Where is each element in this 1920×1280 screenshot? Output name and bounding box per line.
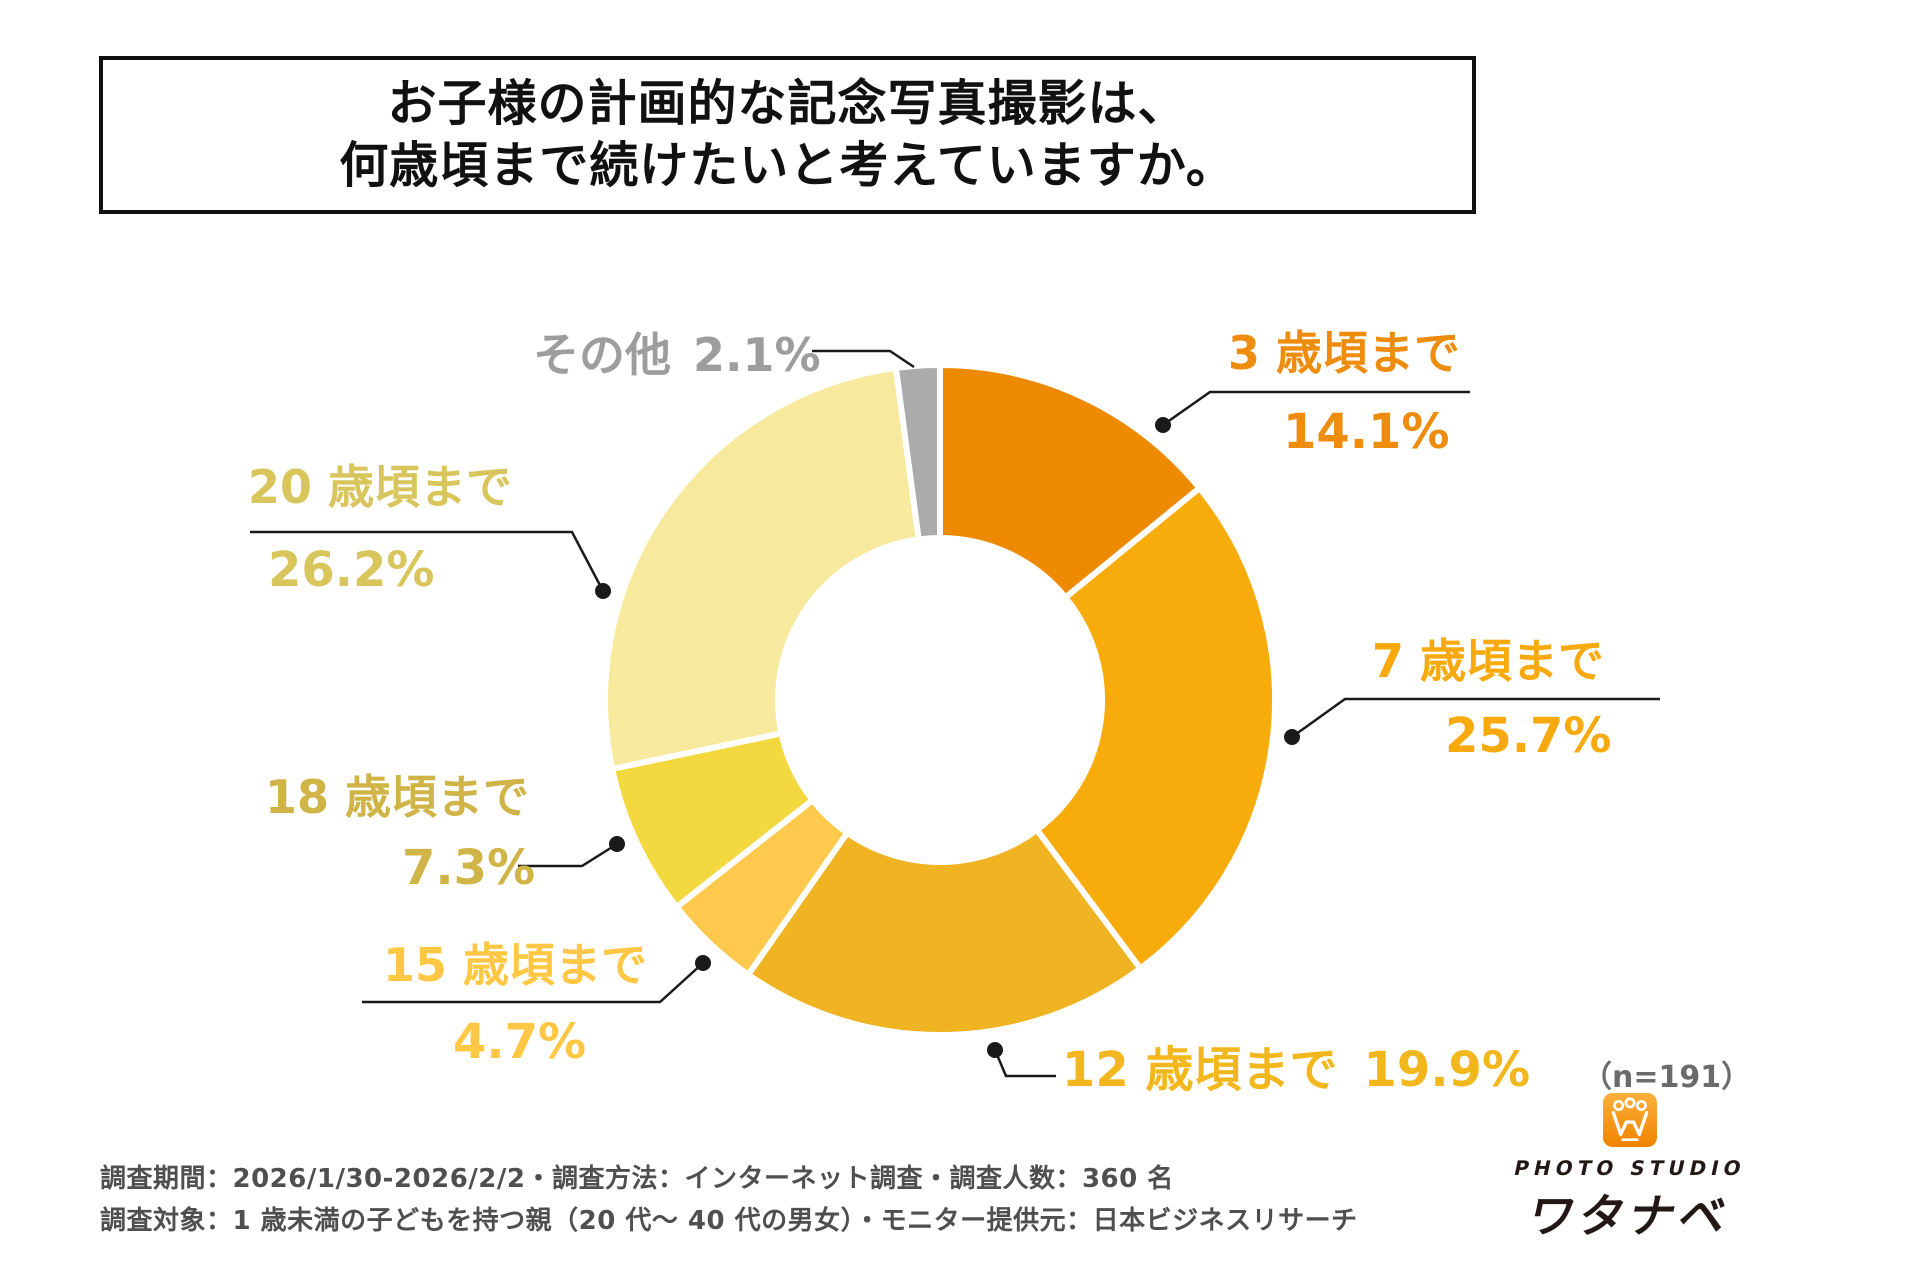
logo-studio-text: PHOTO STUDIO [1511,1156,1749,1180]
page-title-line2: 何歳頃まで続けたいと考えていますか。 [339,137,1236,194]
leader-line-4 [518,842,618,868]
donut-slice-2 [745,826,1144,1038]
leader-dot-2 [987,1042,1003,1058]
leader-dot-1 [1284,729,1300,745]
slice-pct-age18: 7.3% [402,840,536,896]
leader-line-1 [1291,697,1660,739]
leader-dot-3 [695,955,711,971]
slice-label-age18: 18 歳頃まで [265,770,530,824]
logo-w-crown-icon [1603,1093,1657,1147]
slice-pct-age15: 4.7% [453,1014,587,1070]
slice-pct-age3: 14.1% [1283,404,1450,460]
donut-slice-6 [892,361,943,543]
logo-name-text: ワタナベ [1523,1189,1736,1243]
brand-logo: PHOTO STUDIO ワタナベ [1455,1092,1805,1246]
leader-line-5 [250,530,605,592]
slice-label-age15: 15 歳頃まで [383,938,648,992]
slice-pct-other: 2.1% [693,328,821,382]
leader-dot-5 [595,583,611,599]
leader-line-6 [812,349,915,369]
leader-line-0 [1162,390,1470,427]
survey-info-line1: 調査期間：2026/1/30-2026/2/2・調査方法：インターネット調査・調… [100,1164,1174,1194]
slice-label-age3: 3 歳頃まで [1228,326,1461,380]
leader-line-3 [362,962,704,1004]
donut-slice-1 [1033,485,1278,972]
slice-pct-age12: 19.9% [1363,1042,1531,1098]
page-title-line1: お子様の計画的な記念写真撮影は、 [387,75,1188,132]
slice-label-age12: 12 歳頃まで [1062,1042,1338,1098]
survey-info-line2: 調査対象：1 歳未満の子どもを持つ親（20 代〜 40 代の男女）・モニター提供… [100,1206,1358,1236]
donut-slice-5 [602,364,922,772]
slice-pct-age20: 26.2% [268,542,435,598]
leader-dot-4 [609,836,625,852]
slice-label-age20: 20 歳頃まで [248,460,513,514]
slice-label-age12-row: 12 歳頃まで 19.9% [1062,1042,1530,1098]
slice-pct-age7: 25.7% [1445,708,1612,764]
sample-size-note: （n=191） [1582,1060,1752,1095]
leader-line-2 [993,1049,1056,1078]
title-box: お子様の計画的な記念写真撮影は、 何歳頃まで続けたいと考えていますか。 [99,56,1476,214]
slice-label-other: その他 [533,328,671,382]
leader-dot-0 [1155,417,1171,433]
slice-label-other-row: その他 2.1% [533,328,821,382]
slice-label-age7: 7 歳頃まで [1372,634,1605,688]
